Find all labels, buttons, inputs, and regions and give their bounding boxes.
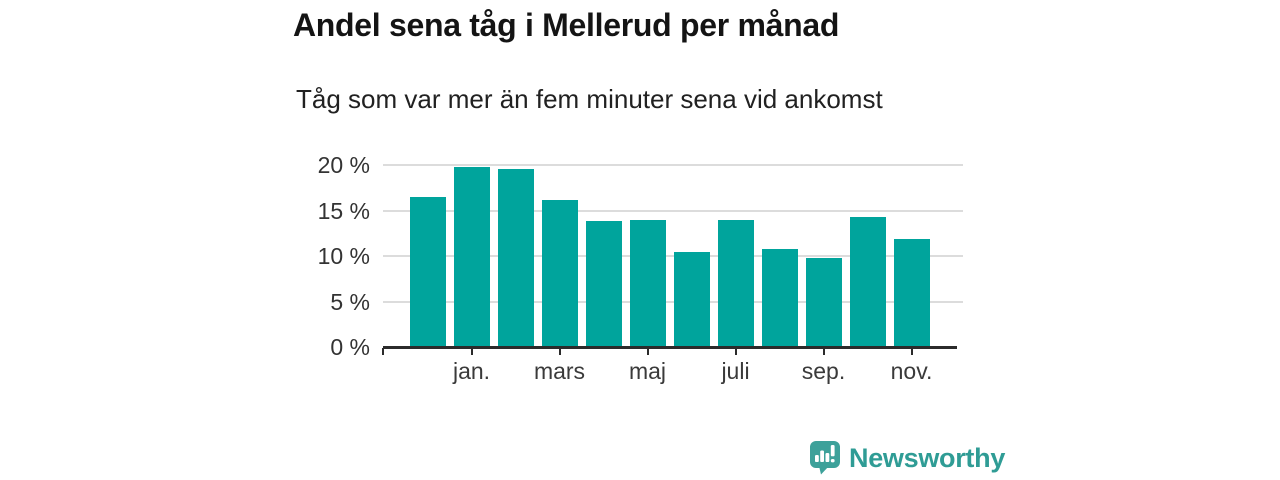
- bar: [849, 216, 886, 347]
- chart-subtitle: Tåg som var mer än fem minuter sena vid …: [296, 84, 883, 114]
- x-axis-origin-tick: [382, 348, 384, 355]
- x-tick-label: nov.: [890, 358, 933, 384]
- y-tick-label: 10 %: [317, 243, 370, 269]
- bar: [585, 220, 622, 347]
- y-tick-label: 0 %: [330, 334, 370, 360]
- gridline: [383, 300, 963, 303]
- y-tick-label: 5 %: [330, 288, 370, 315]
- bar: [673, 252, 710, 347]
- x-tick-label: juli: [721, 358, 750, 384]
- bar: [541, 199, 578, 347]
- x-tick: [470, 348, 473, 355]
- x-tick: [558, 348, 561, 355]
- bar: [497, 168, 534, 347]
- x-tick: [910, 348, 913, 355]
- gridline: [383, 164, 963, 166]
- x-tick-label: maj: [628, 358, 667, 384]
- x-tick: [646, 348, 649, 355]
- bar: [409, 196, 446, 347]
- bar: [893, 238, 930, 347]
- x-tick-label: mars: [533, 358, 586, 384]
- plot-area: 0 % 5 % 10 % 15 % 20 % jan. mars maj juli sep. nov…: [318, 150, 963, 384]
- bar: [717, 219, 754, 347]
- newsworthy-wordmark: Newsworthy: [849, 442, 1006, 473]
- chart-title: Andel sena tåg i Mellerud per månad: [293, 7, 840, 43]
- x-tick-label: jan.: [452, 358, 491, 384]
- y-tick-label: 15 %: [317, 197, 370, 224]
- gridline: [383, 255, 963, 257]
- newsworthy-icon: [810, 441, 840, 475]
- bar: [629, 219, 666, 347]
- bar: [761, 248, 798, 347]
- x-tick: [734, 348, 737, 355]
- gridline: [383, 209, 963, 212]
- x-axis-line: [383, 346, 957, 349]
- y-tick-label: 20 %: [317, 152, 370, 178]
- x-tick: [822, 348, 825, 355]
- bar: [805, 257, 842, 347]
- bar: [453, 166, 490, 347]
- newsworthy-logo[interactable]: Newsworthy: [810, 441, 1005, 475]
- x-tick-label: sep.: [801, 358, 846, 384]
